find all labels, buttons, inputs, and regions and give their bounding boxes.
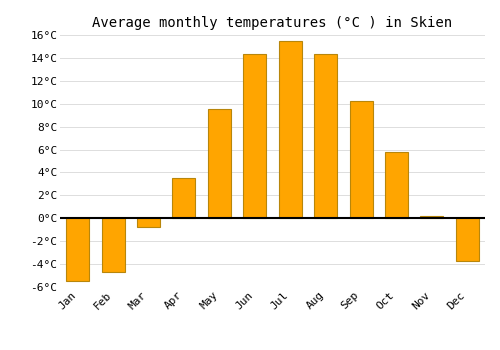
Bar <box>66 218 89 281</box>
Bar <box>172 178 196 218</box>
Bar <box>456 218 479 261</box>
Bar <box>350 102 372 218</box>
Bar <box>102 218 124 272</box>
Bar <box>137 218 160 228</box>
Bar <box>244 55 266 218</box>
Bar <box>208 110 231 218</box>
Bar <box>278 41 301 218</box>
Title: Average monthly temperatures (°C ) in Skien: Average monthly temperatures (°C ) in Sk… <box>92 16 452 30</box>
Bar <box>385 152 408 218</box>
Bar <box>420 216 444 218</box>
Bar <box>314 55 337 218</box>
